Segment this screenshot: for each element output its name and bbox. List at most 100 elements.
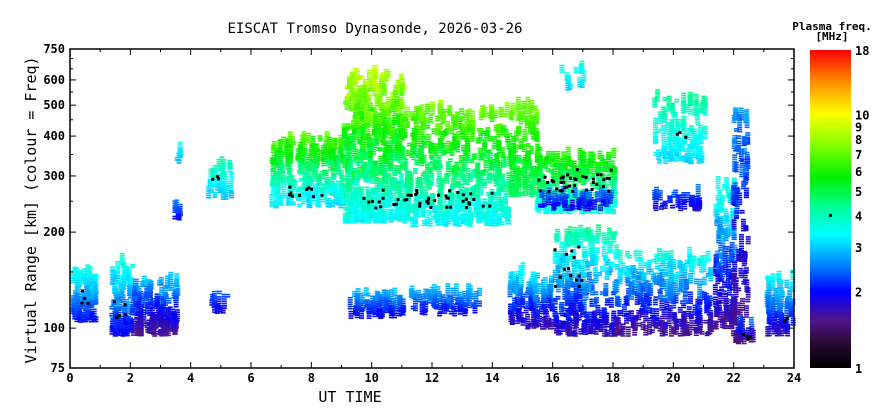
- echo-point: [314, 143, 320, 145]
- echo-point: [220, 196, 226, 198]
- echo-point: [138, 322, 144, 325]
- echo-point: [465, 170, 471, 172]
- echo-point: [275, 158, 281, 161]
- echo-point: [399, 75, 404, 78]
- echo-point: [81, 268, 87, 271]
- echo-point: [370, 110, 376, 112]
- echo-point: [346, 155, 352, 157]
- echo-point: [377, 215, 383, 217]
- echo-point: [92, 281, 98, 283]
- echo-point: [319, 150, 325, 152]
- echo-point: [367, 69, 372, 72]
- echo-point: [306, 177, 311, 179]
- echo-point: [71, 301, 77, 303]
- echo-point: [379, 220, 384, 223]
- echo-point: [209, 184, 215, 186]
- echo-point: [220, 312, 226, 314]
- echo-point: [156, 316, 161, 318]
- echo-point: [345, 154, 351, 156]
- echo-point: [298, 172, 304, 175]
- echo-point: [89, 299, 95, 302]
- echo-point: [221, 302, 227, 305]
- echo-point: [373, 219, 378, 221]
- echo-point: [324, 133, 330, 136]
- echo-point: [324, 202, 330, 204]
- echo-point: [304, 186, 310, 189]
- echo-point: [342, 134, 347, 136]
- echo-point: [376, 113, 382, 115]
- echo-point: [330, 205, 336, 207]
- echo-point: [123, 282, 129, 284]
- echo-point: [395, 207, 401, 209]
- echo-point: [345, 180, 350, 182]
- echo-point: [345, 216, 350, 218]
- echo-point: [300, 198, 306, 200]
- echo-point: [282, 145, 288, 147]
- echo-point: [344, 87, 350, 90]
- echo-point: [118, 290, 124, 293]
- echo-point: [333, 193, 339, 195]
- echo-point: [397, 143, 402, 145]
- echo-point: [394, 108, 399, 110]
- echo-point: [379, 193, 385, 196]
- echo-point: [381, 217, 387, 220]
- echo-point: [335, 199, 341, 202]
- echo-point: [399, 78, 404, 80]
- echo-point: [298, 145, 303, 147]
- echo-point: [166, 310, 171, 312]
- echo-point: [331, 152, 337, 154]
- echo-point: [377, 221, 383, 224]
- echo-point: [285, 162, 291, 164]
- echo-point: [372, 201, 378, 204]
- echo-point: [162, 287, 168, 289]
- echo-point: [365, 196, 371, 198]
- echo-point: [220, 169, 225, 172]
- echo-point: [285, 158, 291, 160]
- echo-point: [335, 184, 341, 187]
- echo-point: [295, 192, 301, 195]
- echo-point: [379, 107, 385, 109]
- echo-point: [373, 187, 379, 189]
- echo-point: [353, 99, 359, 102]
- echo-point: [343, 195, 349, 198]
- echo-point: [84, 308, 90, 310]
- echo-point: [367, 155, 373, 157]
- echo-point: [175, 292, 181, 294]
- echo-point: [120, 334, 126, 337]
- echo-point: [270, 179, 276, 181]
- echo-point: [325, 203, 331, 206]
- echo-point: [333, 140, 338, 143]
- echo-point: [273, 185, 279, 188]
- echo-point: [352, 170, 358, 172]
- echo-point: [223, 196, 229, 198]
- echo-point: [121, 278, 127, 281]
- echo-point: [337, 149, 343, 151]
- echo-point: [223, 180, 229, 183]
- echo-point: [345, 185, 351, 188]
- echo-point: [359, 117, 365, 120]
- echo-point: [357, 160, 363, 162]
- echo-point: [338, 174, 344, 177]
- echo-point: [383, 79, 389, 82]
- echo-point: [163, 330, 169, 332]
- echo-point: [206, 188, 212, 190]
- echo-point: [377, 182, 382, 184]
- echo-point: [338, 137, 344, 139]
- echo-point: [278, 139, 284, 141]
- echo-point: [172, 333, 178, 335]
- echo-point: [333, 138, 338, 141]
- echo-point: [295, 190, 301, 192]
- echo-point: [135, 306, 141, 309]
- echo-point: [110, 318, 116, 321]
- echo-point: [306, 191, 311, 193]
- echo-point: [172, 215, 178, 218]
- echo-point: [378, 132, 384, 134]
- echo-point: [392, 208, 398, 210]
- echo-point: [154, 297, 160, 300]
- echo-point: [160, 305, 166, 307]
- echo-point: [171, 326, 177, 329]
- echo-point: [349, 93, 355, 95]
- echo-point: [219, 184, 225, 186]
- echo-point: [167, 289, 173, 291]
- echo-point: [385, 98, 391, 101]
